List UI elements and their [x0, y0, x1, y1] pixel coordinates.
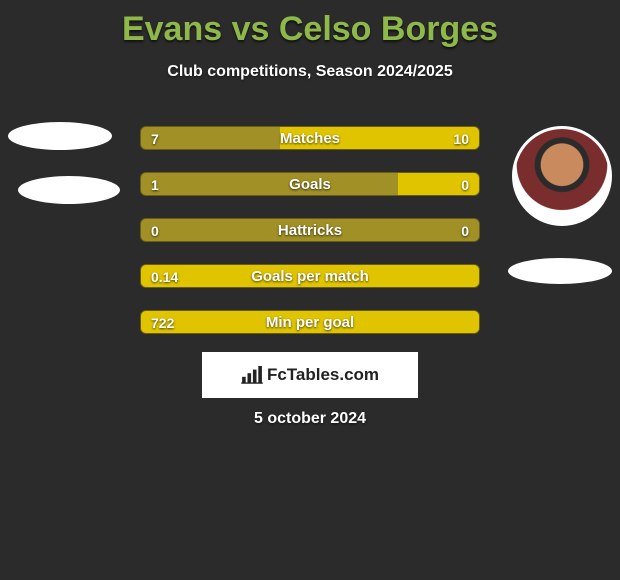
- brand-text: FcTables.com: [267, 365, 379, 385]
- player-right-avatar: [512, 126, 612, 226]
- stat-value-right: 0: [461, 219, 469, 241]
- stat-row: Min per goal722: [140, 310, 480, 334]
- brand-badge: FcTables.com: [202, 352, 418, 398]
- stat-label: Goals: [141, 173, 479, 195]
- stat-label: Goals per match: [141, 265, 479, 287]
- stats-area: Matches710Goals10Hattricks00Goals per ma…: [140, 126, 480, 356]
- player-right-name-placeholder: [508, 258, 612, 284]
- stat-value-left: 7: [151, 127, 159, 149]
- stat-row: Goals1 0: [140, 172, 480, 196]
- stat-value-left: 1: [151, 173, 159, 195]
- stat-row: Hattricks0 0: [140, 218, 480, 242]
- page-title: Evans vs Celso Borges: [0, 0, 620, 49]
- stat-value-right: 0: [461, 173, 469, 195]
- stat-label: Matches: [141, 127, 479, 149]
- stat-label: Hattricks: [141, 219, 479, 241]
- stat-value-right: 10: [453, 127, 469, 149]
- stat-value-left: 0: [151, 219, 159, 241]
- player-left-avatar-placeholder-2: [18, 176, 120, 204]
- bar-chart-icon: [241, 366, 263, 384]
- date-label: 5 october 2024: [0, 410, 620, 428]
- stat-value-left: 722: [151, 311, 174, 333]
- player-left-avatar-placeholder-1: [8, 122, 112, 150]
- stat-label: Min per goal: [141, 311, 479, 333]
- stat-value-left: 0.14: [151, 265, 178, 287]
- stat-row: Matches7 10: [140, 126, 480, 150]
- page-subtitle: Club competitions, Season 2024/2025: [0, 63, 620, 81]
- stat-row: Goals per match0.14: [140, 264, 480, 288]
